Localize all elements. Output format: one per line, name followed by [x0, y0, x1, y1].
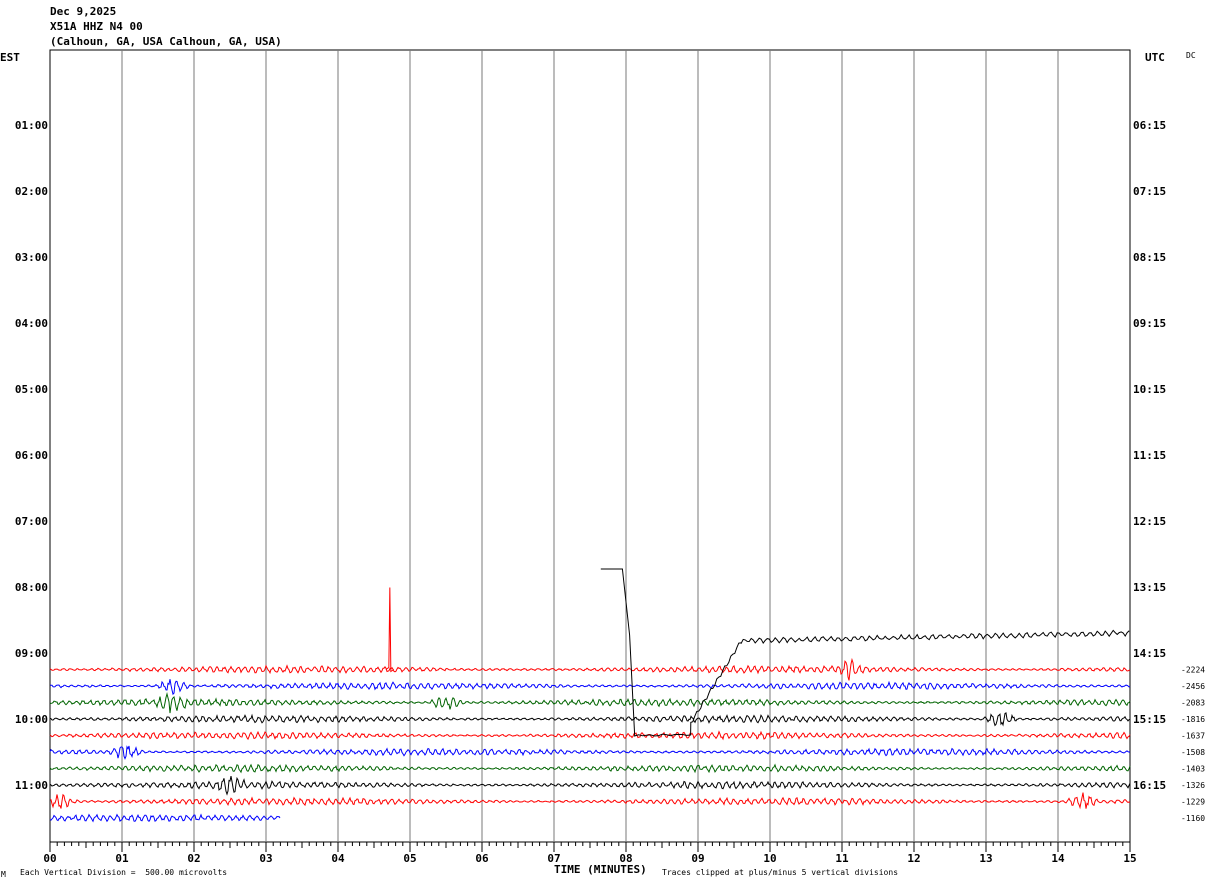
right-timezone-label: UTC [1145, 51, 1165, 64]
right-hour-label: 11:15 [1133, 449, 1166, 462]
left-hour-label: 09:00 [15, 647, 48, 660]
left-hour-label: 01:00 [15, 119, 48, 132]
right-hour-label: 16:15 [1133, 779, 1166, 792]
minute-ticks [49, 842, 1131, 852]
vertical-division-note: Each Vertical Division = 500.00 microvol… [20, 868, 228, 877]
trace-line [49, 691, 1131, 714]
x-tick-label: 04 [331, 852, 345, 865]
x-tick-label: 08 [619, 852, 632, 865]
x-tick-label: 06 [475, 852, 489, 865]
trace-offset-label: -1637 [1181, 732, 1205, 741]
x-axis-title: TIME (MINUTES) [554, 863, 647, 876]
left-hour-label: 04:00 [15, 317, 48, 330]
left-hour-label: 06:00 [15, 449, 48, 462]
x-tick-label: 07 [547, 852, 560, 865]
left-hour-label: 11:00 [15, 779, 48, 792]
x-tick-label: 03 [259, 852, 272, 865]
trace-line [49, 792, 1131, 810]
trace-offset-label: -1326 [1181, 781, 1205, 790]
trace-line [50, 679, 1131, 696]
right-hour-label: 12:15 [1133, 515, 1166, 528]
x-tick-label: 00 [43, 852, 56, 865]
right-hour-label: 08:15 [1133, 251, 1166, 264]
trace-offset-label: -2456 [1181, 682, 1205, 691]
right-hour-label: 07:15 [1133, 185, 1166, 198]
right-hour-label: 06:15 [1133, 119, 1166, 132]
grid-lines [121, 50, 1059, 842]
trace-offset-label: -1229 [1181, 798, 1205, 807]
right-hour-label: 10:15 [1133, 383, 1166, 396]
trace-offset-label: -1816 [1181, 715, 1205, 724]
trace-line [49, 775, 1131, 796]
x-tick-label: 13 [979, 852, 992, 865]
right-hour-label: 14:15 [1133, 647, 1166, 660]
right-hour-label: 15:15 [1133, 713, 1166, 726]
left-hour-label: 08:00 [15, 581, 48, 594]
x-tick-label: 15 [1123, 852, 1136, 865]
trace-line [49, 745, 1131, 760]
x-tick-label: 14 [1051, 852, 1065, 865]
trace-line [49, 813, 281, 823]
x-tick-label: 11 [835, 852, 849, 865]
station-code: X51A HHZ N4 00 [50, 20, 143, 33]
trace-line [49, 657, 1131, 681]
dc-label: DC [1186, 51, 1196, 60]
record-date: Dec 9,2025 [50, 5, 117, 18]
trace-offset-label: -2083 [1181, 699, 1205, 708]
black-step-trace [600, 568, 1130, 737]
left-hour-label: 10:00 [15, 713, 48, 726]
left-hour-label: 07:00 [15, 515, 48, 528]
left-timezone-label: EST [0, 51, 20, 64]
x-tick-label: 10 [763, 852, 776, 865]
station-location: (Calhoun, GA, USA Calhoun, GA, USA) [50, 35, 282, 48]
x-tick-label: 02 [187, 852, 200, 865]
red-spike [385, 587, 395, 673]
trace-offset-label: -2224 [1181, 666, 1205, 675]
left-hour-label: 03:00 [15, 251, 48, 264]
left-hour-label: 05:00 [15, 383, 48, 396]
right-hour-label: 13:15 [1133, 581, 1166, 594]
clip-note: Traces clipped at plus/minus 5 vertical … [662, 868, 899, 877]
corner-mark: M [1, 870, 6, 879]
x-tick-label: 09 [691, 852, 704, 865]
x-tick-label: 05 [403, 852, 416, 865]
x-tick-label: 12 [907, 852, 920, 865]
x-tick-label: 01 [115, 852, 129, 865]
trace-offset-label: -1160 [1181, 814, 1205, 823]
trace-offset-label: -1508 [1181, 748, 1205, 757]
trace-line [49, 730, 1131, 741]
right-hour-label: 09:15 [1133, 317, 1166, 330]
traces [49, 568, 1131, 823]
trace-offset-label: -1403 [1181, 765, 1205, 774]
left-hour-label: 02:00 [15, 185, 48, 198]
trace-line [49, 712, 1131, 727]
plot-frame [49, 49, 1131, 843]
axis-labels: 00 01 02 03 04 05 06 07 08 09 10 11 12 13 14 15 01:00 02:… [15, 119, 1205, 865]
trace-line [49, 763, 1131, 774]
